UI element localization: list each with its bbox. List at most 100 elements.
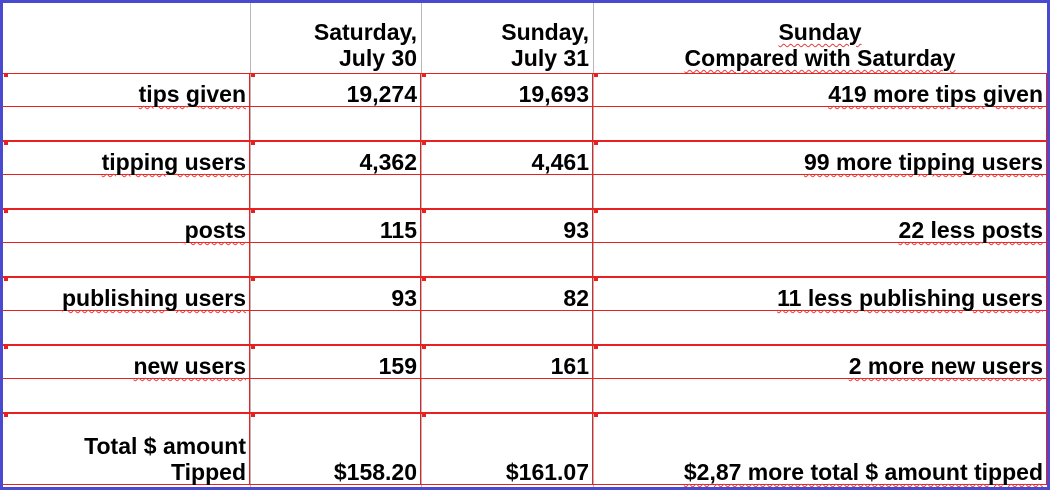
cell-border xyxy=(249,107,421,141)
cell: Sunday Compared with Saturday xyxy=(593,3,1047,71)
cell: publishing users xyxy=(3,277,250,311)
cell-border xyxy=(592,413,1047,485)
cell: 4,461 xyxy=(421,141,593,175)
cell-marker xyxy=(594,277,598,281)
cell-marker xyxy=(594,345,598,349)
cell: Total $ amount Tipped xyxy=(3,413,250,485)
cell-border xyxy=(3,243,250,277)
cell-marker xyxy=(4,73,8,77)
grid-line xyxy=(593,3,594,487)
cell-marker xyxy=(422,73,426,77)
cell: tipping users xyxy=(3,141,250,175)
cell-text: tips given xyxy=(138,81,246,107)
cell-text: Saturday, xyxy=(313,19,417,45)
cell-marker xyxy=(251,277,255,281)
cell: new users xyxy=(3,345,250,379)
cell-border xyxy=(249,243,421,277)
cell-text: $2,87 more total $ amount tipped xyxy=(683,459,1043,485)
cell: 19,693 xyxy=(421,73,593,107)
cell-border xyxy=(420,243,593,277)
cell: $158.20 xyxy=(250,413,421,485)
grid-line xyxy=(250,3,251,487)
cell-border xyxy=(592,311,1047,345)
cell-text: Compared with Saturday xyxy=(684,45,956,71)
cell-border xyxy=(249,175,421,209)
cell-border xyxy=(592,175,1047,209)
grid-line xyxy=(421,3,422,487)
cell-border xyxy=(249,311,421,345)
cell-marker xyxy=(4,345,8,349)
cell-text: 161 xyxy=(550,353,589,379)
cell-text: 2 more new users xyxy=(848,353,1043,379)
cell: 22 less posts xyxy=(593,209,1047,243)
cell-text: Tipped xyxy=(171,459,246,485)
cell: 93 xyxy=(421,209,593,243)
cell-border xyxy=(3,311,250,345)
cell-border xyxy=(592,73,1047,107)
cell-border xyxy=(3,379,250,413)
cell-marker xyxy=(422,345,426,349)
cell: 82 xyxy=(421,277,593,311)
cell-text: Total $ amount xyxy=(84,433,246,459)
cell-border xyxy=(592,277,1047,311)
cell: Saturday, July 30 xyxy=(250,3,421,71)
cell-border xyxy=(592,243,1047,277)
cell-marker xyxy=(594,413,598,417)
cell-marker xyxy=(594,73,598,77)
cell-text: 159 xyxy=(378,353,417,379)
cell-border xyxy=(592,107,1047,141)
cell-text: new users xyxy=(133,353,247,379)
cell-text: 99 more tipping users xyxy=(803,149,1043,175)
cell-text: 19,693 xyxy=(518,81,589,107)
cell-border xyxy=(592,379,1047,413)
cell-text: 4,461 xyxy=(531,149,589,175)
cell-text: July 30 xyxy=(339,45,417,71)
cell-marker xyxy=(251,209,255,213)
cell-text: 115 xyxy=(379,217,417,243)
cell-border xyxy=(592,209,1047,243)
cell: 159 xyxy=(250,345,421,379)
cell-border xyxy=(420,107,593,141)
cell: 115 xyxy=(250,209,421,243)
cell-marker xyxy=(4,141,8,145)
cell-marker xyxy=(594,209,598,213)
cell-text: tipping users xyxy=(101,149,246,175)
cell-marker xyxy=(251,73,255,77)
cell-marker xyxy=(422,413,426,417)
cell-marker xyxy=(4,209,8,213)
cell-border xyxy=(3,175,250,209)
cell-text: Sunday, xyxy=(501,19,589,45)
cell: $161.07 xyxy=(421,413,593,485)
cell-text: July 31 xyxy=(511,45,589,71)
cell: 93 xyxy=(250,277,421,311)
cell-marker xyxy=(4,277,8,281)
cell-marker xyxy=(422,209,426,213)
cell-border xyxy=(592,141,1047,175)
cell-border xyxy=(420,175,593,209)
cell: tips given xyxy=(3,73,250,107)
cell-border xyxy=(249,379,421,413)
cell-text: $158.20 xyxy=(333,459,417,485)
cell: posts xyxy=(3,209,250,243)
cell: 11 less publishing users xyxy=(593,277,1047,311)
cell-text: 93 xyxy=(391,285,417,311)
cell-marker xyxy=(251,141,255,145)
cell-text: 4,362 xyxy=(359,149,417,175)
cell-marker xyxy=(4,413,8,417)
cell: $2,87 more total $ amount tipped xyxy=(593,413,1047,485)
cell-text: Sunday xyxy=(778,19,862,45)
cell: 99 more tipping users xyxy=(593,141,1047,175)
cell-marker xyxy=(251,345,255,349)
cell: 2 more new users xyxy=(593,345,1047,379)
cell-text: 22 less posts xyxy=(898,217,1043,243)
cell-text: publishing users xyxy=(61,285,246,311)
cell-border xyxy=(420,379,593,413)
cell-text: 419 more tips given xyxy=(828,81,1043,107)
cell-text: 82 xyxy=(563,285,589,311)
cell-text: 93 xyxy=(563,217,589,243)
cell-border xyxy=(3,107,250,141)
cell-text: posts xyxy=(184,217,246,243)
cell-text: 19,274 xyxy=(346,81,417,107)
cell-marker xyxy=(251,413,255,417)
